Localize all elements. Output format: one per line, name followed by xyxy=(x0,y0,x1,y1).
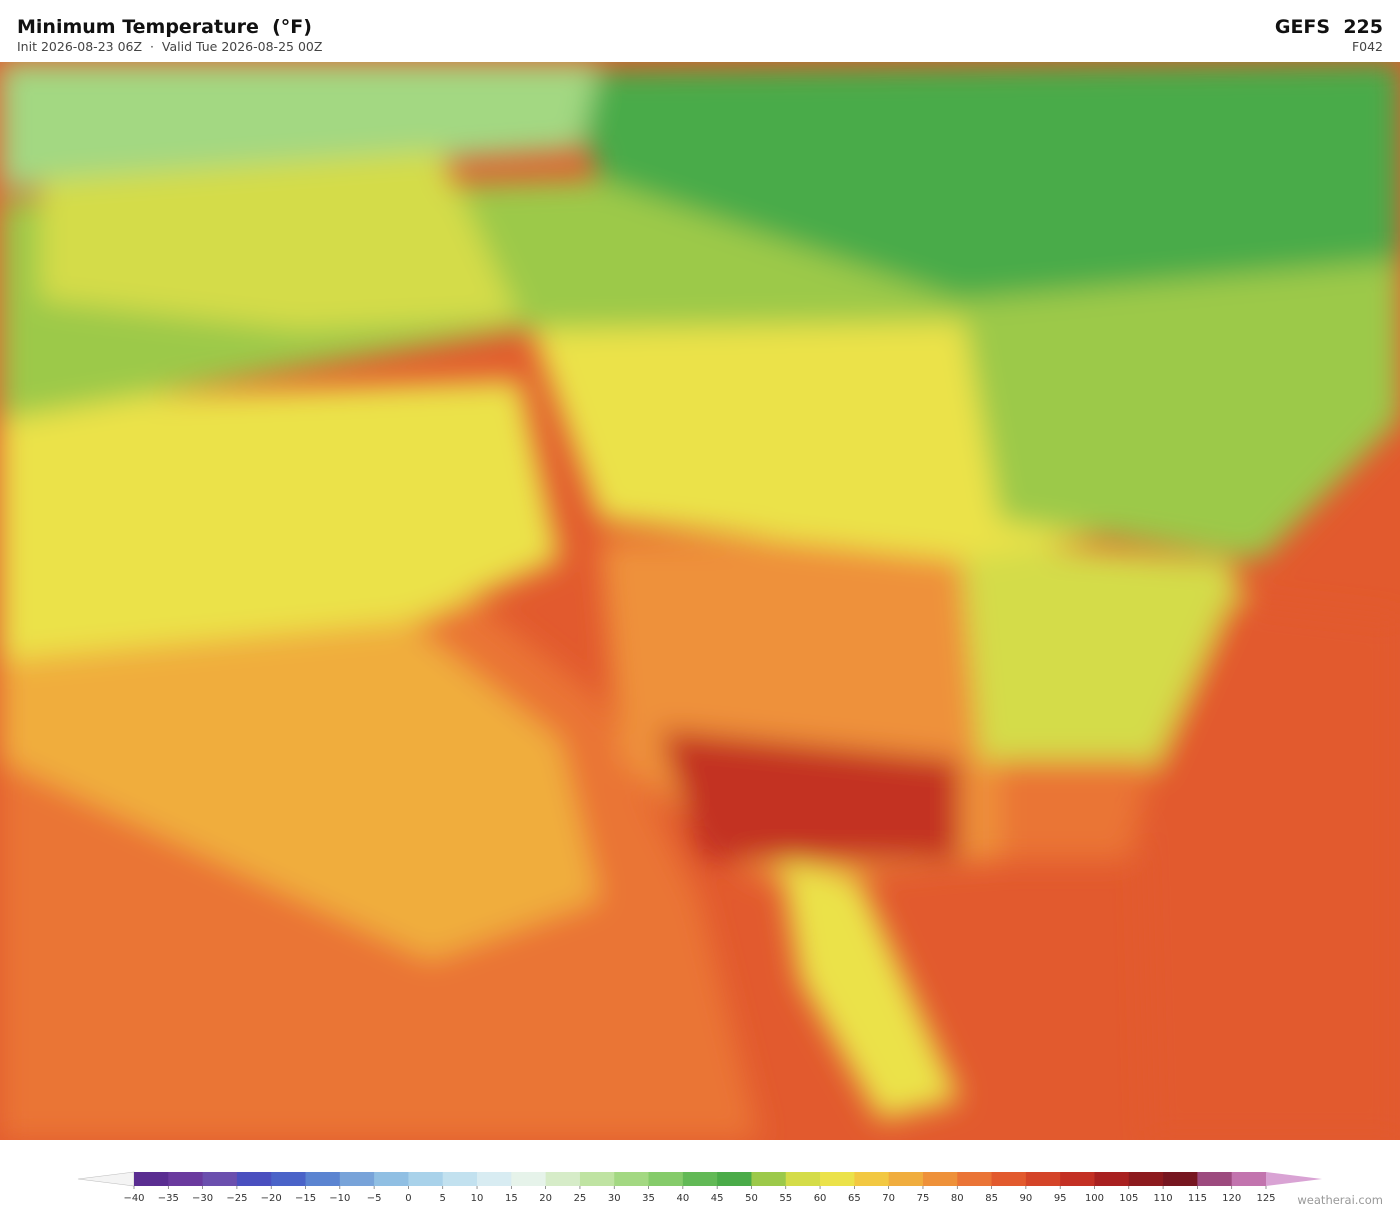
colorbar-bin xyxy=(545,1172,581,1186)
colorbar-bin xyxy=(648,1172,684,1186)
colorbar-tick-label: 60 xyxy=(814,1193,827,1204)
colorbar-tick-label: 0 xyxy=(405,1193,411,1204)
colorbar-tick-label: 85 xyxy=(985,1193,998,1204)
colorbar-tick-label: −5 xyxy=(367,1193,382,1204)
colorbar-tick-label: 45 xyxy=(711,1193,724,1204)
colorbar-tick-label: −35 xyxy=(158,1193,179,1204)
colorbar-tick-label: 120 xyxy=(1222,1193,1241,1204)
colorbar-bin xyxy=(991,1172,1027,1186)
colorbar-tick-label: −30 xyxy=(192,1193,213,1204)
colorbar-over xyxy=(1266,1172,1322,1186)
colorbar-tick-label: 40 xyxy=(676,1193,689,1204)
colorbar-tick-label: 115 xyxy=(1188,1193,1207,1204)
colorbar: −40 −35 −30 −25 −20 −15 −10 −5 0 5 10 15 20 25 30 35 40 4… xyxy=(77,1171,1322,1204)
colorbar-bin xyxy=(1231,1172,1267,1186)
colorbar-tick-label: 95 xyxy=(1054,1193,1067,1204)
colorbar-tick-label: 55 xyxy=(779,1193,792,1204)
colorbar-bin xyxy=(751,1172,787,1186)
colorbar-tick-label: 15 xyxy=(505,1193,518,1204)
colorbar-bin xyxy=(408,1172,444,1186)
colorbar-bin xyxy=(1094,1172,1130,1186)
colorbar-tick-label: 50 xyxy=(745,1193,758,1204)
colorbar-bin xyxy=(1025,1172,1061,1186)
colorbar-tick-label: 125 xyxy=(1256,1193,1275,1204)
colorbar-tick-label: 105 xyxy=(1119,1193,1138,1204)
colorbar-bin xyxy=(202,1172,238,1186)
colorbar-bin xyxy=(442,1172,478,1186)
colorbar-bin xyxy=(854,1172,890,1186)
colorbar-tick-label: −10 xyxy=(329,1193,350,1204)
colorbar-tick-label: 10 xyxy=(471,1193,484,1204)
colorbar-bin xyxy=(682,1172,718,1186)
colorbar-tick-label: 90 xyxy=(1020,1193,1033,1204)
colorbar-tick-label: −40 xyxy=(123,1193,144,1204)
colorbar-tick-label: 75 xyxy=(917,1193,930,1204)
colorbar-bin xyxy=(511,1172,547,1186)
colorbar-bin xyxy=(1060,1172,1095,1186)
colorbar-bin xyxy=(1197,1172,1233,1186)
colorbar-bin xyxy=(785,1172,821,1186)
colorbar-tick-label: 65 xyxy=(848,1193,861,1204)
title: Minimum Temperature (°F) xyxy=(17,16,312,38)
colorbar-tick-label: 20 xyxy=(539,1193,552,1204)
colorbar-bin xyxy=(820,1172,855,1186)
colorbar-tick-label: 80 xyxy=(951,1193,964,1204)
colorbar-tick-label: 100 xyxy=(1085,1193,1104,1204)
forecast-hour: F042 xyxy=(1351,39,1383,54)
colorbar-tick-label: −15 xyxy=(295,1193,316,1204)
colorbar-bin xyxy=(579,1172,615,1186)
colorbar-bin xyxy=(1128,1172,1164,1186)
colorbar-tick-label: −25 xyxy=(226,1193,247,1204)
subtitle: Init 2026-08-23 06Z · Valid Tue 2026-08-… xyxy=(17,39,323,54)
colorbar-bin xyxy=(888,1172,924,1186)
colorbar-under xyxy=(77,1171,135,1187)
colorbar-bin xyxy=(271,1172,307,1186)
colorbar-bin xyxy=(1163,1172,1198,1186)
colorbar-bin xyxy=(477,1172,512,1186)
colorbar-bin xyxy=(236,1172,272,1186)
colorbar-bin xyxy=(168,1172,204,1186)
colorbar-tick-label: −20 xyxy=(261,1193,282,1204)
colorbar-bin xyxy=(922,1172,958,1186)
colorbar-bin xyxy=(339,1172,375,1186)
colorbar-bin xyxy=(305,1172,341,1186)
colorbar-tick-label: 25 xyxy=(574,1193,587,1204)
colorbar-tick-label: 110 xyxy=(1154,1193,1173,1204)
colorbar-tick-label: 70 xyxy=(882,1193,895,1204)
colorbar-bin xyxy=(957,1172,993,1186)
colorbar-tick-label: 30 xyxy=(608,1193,621,1204)
colorbar-tick-label: 5 xyxy=(440,1193,446,1204)
credit: weatherai.com xyxy=(1297,1193,1383,1207)
colorbar-bin xyxy=(614,1172,650,1186)
colorbar-tick-label: 35 xyxy=(642,1193,655,1204)
colorbar-bin xyxy=(374,1172,409,1186)
model-name: GEFS 225 xyxy=(1274,16,1383,38)
colorbar-bin xyxy=(717,1172,752,1186)
colorbar-bin xyxy=(134,1172,169,1186)
map xyxy=(0,62,1400,1140)
